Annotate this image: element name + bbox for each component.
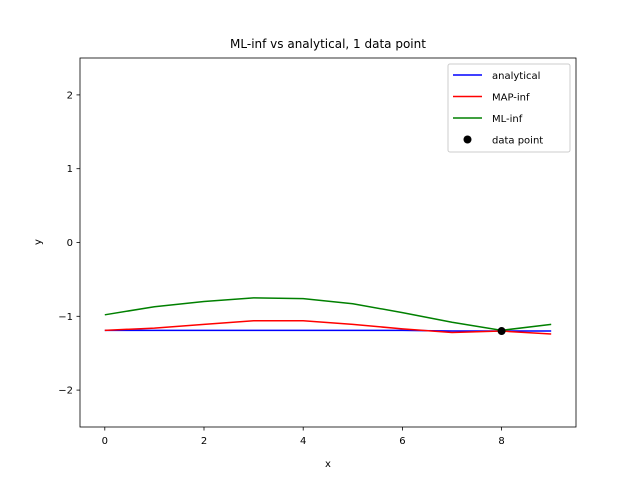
x-tick-label: 2 — [201, 436, 207, 447]
x-tick-label: 4 — [300, 436, 306, 447]
legend-label-ml-inf: ML-inf — [492, 114, 523, 125]
points-layer — [497, 327, 506, 336]
x-axis-ticks: 0 2 4 6 8 — [102, 427, 505, 447]
legend-label-data-point: data point — [492, 136, 543, 147]
series-line-ml-inf — [104, 297, 552, 332]
y-axis-ticks: −2 −1 0 1 2 — [58, 90, 80, 397]
y-tick-label: 1 — [67, 164, 73, 175]
y-tick-label: −2 — [58, 386, 73, 397]
legend: analytical MAP-inf ML-inf data point — [447, 63, 571, 153]
legend-label-analytical: analytical — [492, 71, 540, 82]
series-line-map-inf — [104, 319, 552, 335]
x-tick-label: 0 — [102, 436, 108, 447]
x-tick-label: 8 — [498, 436, 504, 447]
series-layer — [104, 297, 552, 335]
legend-swatch-data-point — [463, 135, 472, 144]
y-tick-label: 2 — [67, 90, 73, 101]
y-tick-label: 0 — [67, 238, 73, 249]
x-axis-label: x — [325, 459, 331, 470]
data-point-marker — [497, 327, 506, 336]
chart-title: ML-inf vs analytical, 1 data point — [230, 37, 426, 51]
y-tick-label: −1 — [58, 312, 73, 323]
x-tick-label: 6 — [399, 436, 405, 447]
legend-label-map-inf: MAP-inf — [492, 93, 530, 104]
legend-frame — [447, 63, 571, 153]
y-axis-label: y — [33, 239, 44, 245]
